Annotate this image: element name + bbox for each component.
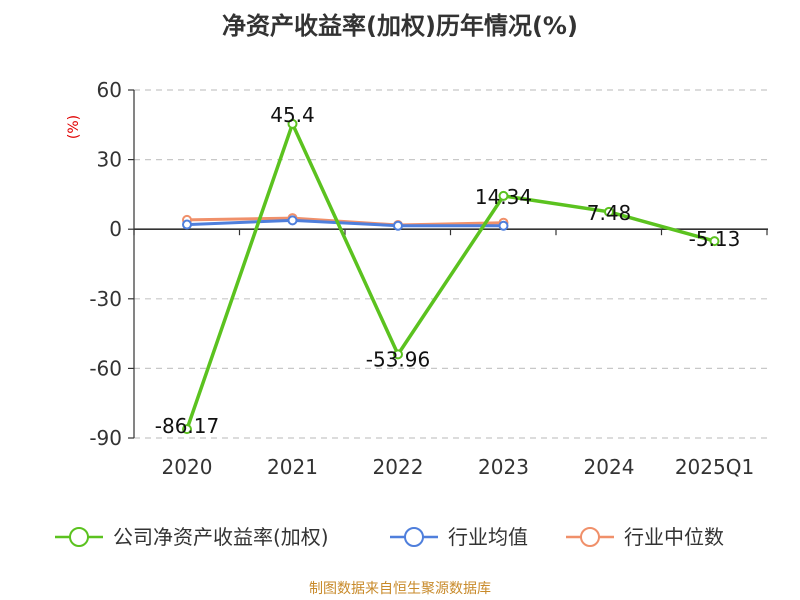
x-tick-label: 2023: [478, 455, 529, 479]
legend: 公司净资产收益率(加权) 行业均值 行业中位数: [55, 525, 724, 549]
data-point: [182, 219, 192, 230]
y-tick-label: 30: [97, 148, 122, 172]
y-tick-label: 0: [109, 217, 122, 241]
y-tick-label: 60: [97, 78, 122, 102]
y-axis-unit: (%): [66, 115, 82, 139]
data-labels: -86.17 45.4 -53.96 14.34 7.48 -5.13: [155, 103, 741, 438]
x-tick-label: 2021: [267, 455, 318, 479]
series-lines: [182, 118, 720, 435]
y-tick-label: -90: [89, 426, 122, 450]
source-note: 制图数据来自恒生聚源数据库: [309, 581, 491, 597]
legend-label: 行业均值: [448, 525, 528, 549]
legend-swatch-marker: [580, 527, 600, 547]
data-point: [393, 349, 403, 360]
data-point: [709, 236, 720, 247]
data-label: -5.13: [689, 227, 741, 251]
x-tick-label: 2025Q1: [675, 455, 754, 479]
series-line: [186, 218, 504, 228]
axes: 60 30 0 -30 -60 -90 2020 2021 2022 2023 2024 2025Q1: [89, 78, 768, 479]
data-point: [287, 215, 298, 226]
x-tick-label: 2020: [162, 455, 213, 479]
chart-title: 净资产收益率(加权)历年情况(%): [222, 12, 578, 40]
legend-label: 公司净资产收益率(加权): [113, 525, 329, 549]
data-point: [182, 424, 192, 435]
data-label: 14.34: [475, 185, 532, 209]
data-point: [287, 118, 298, 129]
data-label: 45.4: [270, 103, 315, 127]
legend-swatch-marker: [404, 527, 424, 547]
data-label: -86.17: [155, 414, 219, 438]
data-point: [498, 220, 509, 231]
data-label: 7.48: [587, 201, 632, 225]
legend-swatch-marker: [69, 527, 89, 547]
series-line: [185, 122, 715, 430]
x-tick-label: 2024: [584, 455, 635, 479]
y-tick-label: -30: [89, 287, 122, 311]
data-point: [393, 220, 403, 231]
x-tick-label: 2022: [373, 455, 424, 479]
gridlines: [134, 89, 768, 439]
data-point: [498, 190, 509, 201]
legend-label: 行业中位数: [624, 525, 724, 549]
y-tick-label: -60: [89, 356, 122, 380]
data-point: [604, 206, 614, 217]
data-label: -53.96: [366, 347, 430, 371]
